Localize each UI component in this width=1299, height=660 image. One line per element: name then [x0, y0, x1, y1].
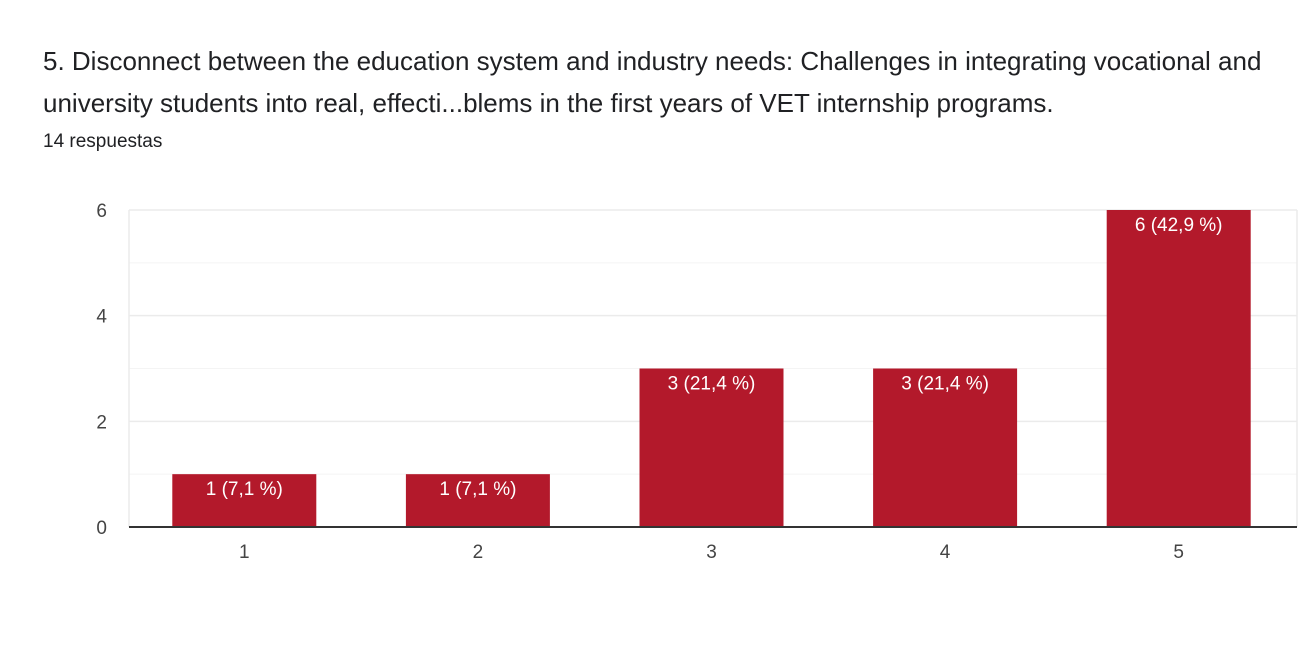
- bar-data-label: 3 (21,4 %): [668, 374, 756, 395]
- y-tick-label: 4: [96, 307, 107, 328]
- bar: [172, 474, 317, 527]
- bar: [639, 368, 784, 527]
- response-count: 14 respuestas: [43, 131, 163, 152]
- y-tick-label: 6: [96, 201, 107, 222]
- bar: [405, 474, 550, 527]
- bar: [1106, 210, 1251, 527]
- x-tick-label: 4: [940, 542, 951, 563]
- y-tick-label: 2: [96, 412, 107, 433]
- x-tick-label: 2: [473, 542, 484, 563]
- bar: [873, 368, 1018, 527]
- bar-data-label: 6 (42,9 %): [1135, 215, 1223, 236]
- question-title: 5. Disconnect between the education syst…: [43, 46, 1262, 118]
- x-tick-label: 3: [706, 542, 717, 563]
- bar-data-label: 3 (21,4 %): [901, 374, 989, 395]
- x-tick-label: 1: [239, 542, 250, 563]
- x-tick-label: 5: [1173, 542, 1184, 563]
- y-tick-label: 0: [96, 518, 107, 539]
- bar-data-label: 1 (7,1 %): [439, 479, 516, 500]
- bar-data-label: 1 (7,1 %): [206, 479, 283, 500]
